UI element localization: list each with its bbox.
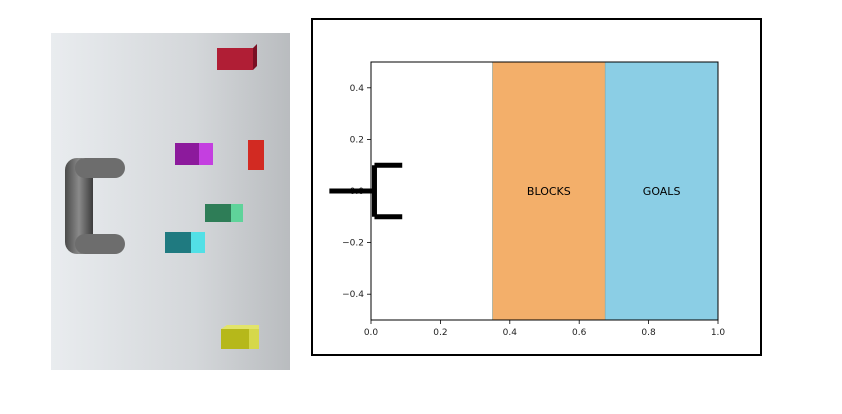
svg-text:−0.2: −0.2 [342,239,364,249]
cube-magenta [175,143,213,165]
svg-text:0.2: 0.2 [350,135,364,145]
svg-text:0.8: 0.8 [641,328,656,338]
x-tick: 0.6 [572,320,587,338]
svg-text:0.4: 0.4 [503,328,518,338]
x-tick: 0.0 [364,320,379,338]
svg-text:0.0: 0.0 [364,328,379,338]
x-tick: 0.8 [641,320,656,338]
x-tick: 0.2 [433,320,448,338]
plot-canvas: 0.00.20.40.60.81.00.40.20.0−0.2−0.4 BLOC… [329,61,726,338]
x-tick: 1.0 [711,320,726,338]
y-tick: −0.4 [342,290,371,300]
plot-frame: 0.00.20.40.60.81.00.40.20.0−0.2−0.4 BLOC… [311,18,762,356]
y-tick: 0.4 [350,84,371,94]
cube-red [248,140,264,170]
svg-text:0.4: 0.4 [350,84,365,94]
cube-crimson [217,44,257,70]
region-goals [604,61,719,321]
robot-gripper [65,158,125,254]
region-label-goals: GOALS [643,185,681,198]
region-label-blocks: BLOCKS [527,185,571,198]
gripper-marker [329,162,403,220]
cube-yellow [221,325,259,349]
x-tick: 0.4 [503,320,518,338]
svg-text:0.2: 0.2 [433,328,447,338]
scene-render [51,33,290,370]
svg-text:−0.4: −0.4 [342,290,364,300]
y-tick: −0.2 [342,239,371,249]
region-blocks [492,61,606,321]
cube-green [205,204,243,222]
svg-text:0.6: 0.6 [572,328,587,338]
svg-text:1.0: 1.0 [711,328,726,338]
y-tick: 0.2 [350,135,371,145]
cube-teal [165,232,205,253]
